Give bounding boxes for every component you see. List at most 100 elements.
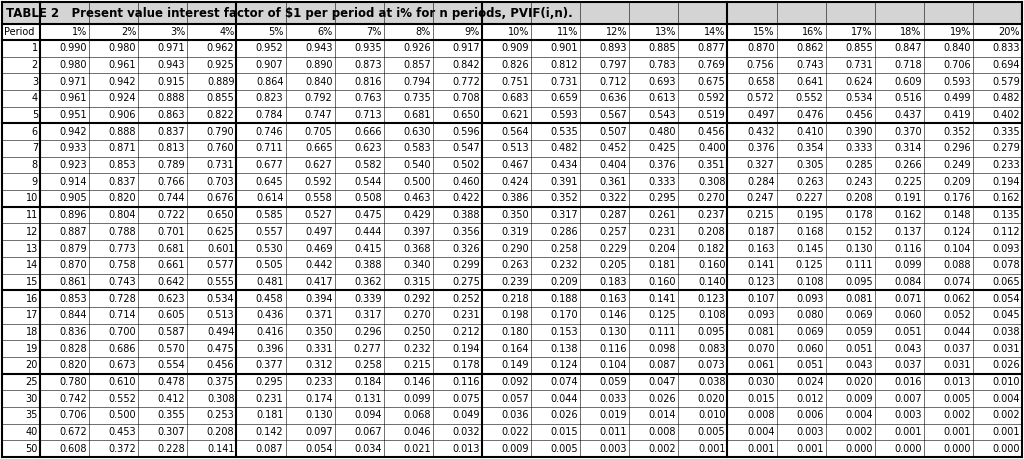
Text: 0.554: 0.554 bbox=[158, 360, 185, 370]
Text: 0.097: 0.097 bbox=[305, 427, 333, 437]
Text: 0.225: 0.225 bbox=[894, 177, 922, 187]
Text: 0.853: 0.853 bbox=[59, 294, 87, 303]
Text: 0.043: 0.043 bbox=[845, 360, 872, 370]
Text: 0.402: 0.402 bbox=[992, 110, 1020, 120]
Text: 0.284: 0.284 bbox=[746, 177, 774, 187]
Text: 19%: 19% bbox=[949, 27, 971, 37]
Text: 0.519: 0.519 bbox=[697, 110, 725, 120]
Text: TABLE 2   Present value interest factor of $1 per period at i% for n periods, PV: TABLE 2 Present value interest factor of… bbox=[6, 6, 572, 19]
Text: 0.180: 0.180 bbox=[502, 327, 529, 337]
Text: 0.352: 0.352 bbox=[943, 127, 971, 137]
Text: 11: 11 bbox=[26, 210, 38, 220]
Text: 0.583: 0.583 bbox=[403, 143, 431, 153]
Text: 0.816: 0.816 bbox=[354, 77, 382, 87]
Text: 0.003: 0.003 bbox=[796, 427, 823, 437]
Text: 12%: 12% bbox=[606, 27, 627, 37]
Text: 0.677: 0.677 bbox=[256, 160, 284, 170]
Text: 0.001: 0.001 bbox=[698, 444, 725, 453]
Text: 0.327: 0.327 bbox=[746, 160, 774, 170]
Text: 0.613: 0.613 bbox=[649, 93, 676, 103]
Text: 0.376: 0.376 bbox=[746, 143, 774, 153]
Text: 0.693: 0.693 bbox=[649, 77, 676, 87]
Text: 0.009: 0.009 bbox=[502, 444, 529, 453]
Text: 0.391: 0.391 bbox=[551, 177, 579, 187]
Text: 0.701: 0.701 bbox=[158, 227, 185, 237]
Text: 0.980: 0.980 bbox=[109, 43, 136, 53]
Text: 0.873: 0.873 bbox=[354, 60, 382, 70]
Text: 0.700: 0.700 bbox=[109, 327, 136, 337]
Text: 0.415: 0.415 bbox=[354, 244, 382, 253]
Text: 0.909: 0.909 bbox=[502, 43, 529, 53]
Text: 0.822: 0.822 bbox=[207, 110, 234, 120]
Text: 0.683: 0.683 bbox=[502, 93, 529, 103]
Text: 6: 6 bbox=[32, 127, 38, 137]
Text: 0.396: 0.396 bbox=[256, 344, 284, 353]
Text: 4: 4 bbox=[32, 93, 38, 103]
Text: 11%: 11% bbox=[557, 27, 579, 37]
Text: 0.397: 0.397 bbox=[403, 227, 431, 237]
Text: 0.098: 0.098 bbox=[649, 344, 676, 353]
Text: 0.123: 0.123 bbox=[746, 277, 774, 287]
Text: 0.844: 0.844 bbox=[59, 310, 87, 320]
Text: 0.404: 0.404 bbox=[600, 160, 627, 170]
Text: 0.059: 0.059 bbox=[600, 377, 627, 387]
Text: 0.592: 0.592 bbox=[697, 93, 725, 103]
Text: 0.766: 0.766 bbox=[158, 177, 185, 187]
Text: 0.500: 0.500 bbox=[109, 410, 136, 420]
Text: 0.057: 0.057 bbox=[502, 394, 529, 403]
Text: 0.494: 0.494 bbox=[207, 327, 234, 337]
Text: 0.482: 0.482 bbox=[551, 143, 579, 153]
Text: 0.375: 0.375 bbox=[207, 377, 234, 387]
Text: 0.703: 0.703 bbox=[207, 177, 234, 187]
Text: 0.335: 0.335 bbox=[992, 127, 1020, 137]
Text: 10: 10 bbox=[26, 193, 38, 203]
Text: 0.842: 0.842 bbox=[453, 60, 480, 70]
Text: 0.453: 0.453 bbox=[109, 427, 136, 437]
Text: 0.497: 0.497 bbox=[746, 110, 774, 120]
Text: 0.022: 0.022 bbox=[502, 427, 529, 437]
Text: 0.780: 0.780 bbox=[59, 377, 87, 387]
Text: 0.437: 0.437 bbox=[894, 110, 922, 120]
Text: 0.792: 0.792 bbox=[305, 93, 333, 103]
Text: 1: 1 bbox=[32, 43, 38, 53]
Text: 0.099: 0.099 bbox=[894, 260, 922, 270]
Text: 0.068: 0.068 bbox=[403, 410, 431, 420]
Text: 0.270: 0.270 bbox=[403, 310, 431, 320]
Text: 0.436: 0.436 bbox=[256, 310, 284, 320]
Text: 0.769: 0.769 bbox=[697, 60, 725, 70]
Text: 0.410: 0.410 bbox=[796, 127, 823, 137]
Text: 0.005: 0.005 bbox=[943, 394, 971, 403]
Text: 0.000: 0.000 bbox=[845, 444, 872, 453]
Text: 0.021: 0.021 bbox=[403, 444, 431, 453]
Text: 0.390: 0.390 bbox=[845, 127, 872, 137]
Text: 0.925: 0.925 bbox=[207, 60, 234, 70]
Text: 0.116: 0.116 bbox=[453, 377, 480, 387]
Text: 0.352: 0.352 bbox=[550, 193, 579, 203]
Text: 0.141: 0.141 bbox=[746, 260, 774, 270]
Text: 0.088: 0.088 bbox=[943, 260, 971, 270]
Text: 0.312: 0.312 bbox=[305, 360, 333, 370]
Text: 0.744: 0.744 bbox=[158, 193, 185, 203]
Text: 0.577: 0.577 bbox=[207, 260, 234, 270]
Text: 0.038: 0.038 bbox=[698, 377, 725, 387]
Text: 13%: 13% bbox=[655, 27, 676, 37]
Text: 0.099: 0.099 bbox=[403, 394, 431, 403]
Text: 0.227: 0.227 bbox=[796, 193, 823, 203]
Text: 0.208: 0.208 bbox=[697, 227, 725, 237]
Text: 0.261: 0.261 bbox=[648, 210, 676, 220]
Text: 0.889: 0.889 bbox=[207, 77, 234, 87]
Text: 0.168: 0.168 bbox=[796, 227, 823, 237]
Text: 0.758: 0.758 bbox=[109, 260, 136, 270]
Text: 0.422: 0.422 bbox=[453, 193, 480, 203]
Text: 0.194: 0.194 bbox=[992, 177, 1020, 187]
Text: 0.130: 0.130 bbox=[305, 410, 333, 420]
Text: 0.116: 0.116 bbox=[894, 244, 922, 253]
Text: 14%: 14% bbox=[705, 27, 725, 37]
Text: 0.020: 0.020 bbox=[845, 377, 872, 387]
Text: 0.000: 0.000 bbox=[943, 444, 971, 453]
Text: 0.672: 0.672 bbox=[59, 427, 87, 437]
Text: 0.034: 0.034 bbox=[354, 444, 382, 453]
Text: 0.783: 0.783 bbox=[648, 60, 676, 70]
Text: 0.728: 0.728 bbox=[109, 294, 136, 303]
Text: 0.605: 0.605 bbox=[158, 310, 185, 320]
